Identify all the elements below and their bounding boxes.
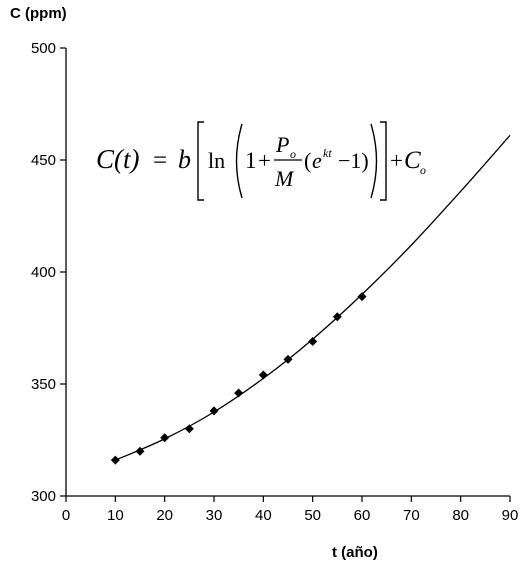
x-tick-label: 10 [107,507,124,524]
formula-plus: + [258,148,271,173]
formula-paren-right [370,123,378,199]
x-axis-title: t (año) [332,544,378,561]
y-tick-label: 500 [31,40,56,57]
x-tick-label: 20 [156,507,173,524]
formula-paren-left [235,123,243,199]
data-point [283,354,293,364]
y-tick-label: 400 [31,264,56,281]
x-tick-label: 40 [255,507,272,524]
data-point [357,292,367,302]
formula-open-paren: ( [304,148,311,173]
x-tick-label: 70 [403,507,420,524]
fit-curve [115,134,511,461]
x-tick-label: 90 [502,507,519,524]
data-point [308,336,318,346]
x-tick-label: 60 [354,507,371,524]
formula-lhs: C(t) [96,144,140,174]
formula-exponent: kt [323,146,332,160]
formula-annotation: C(t) = b ln 1 + P o M ( e kt −1) + C o [96,121,426,201]
formula-b: b [178,145,191,174]
formula-c-sub: o [420,163,426,177]
data-point [258,370,268,380]
data-points [110,292,367,465]
formula-equals: = [153,147,167,174]
formula-e: e [312,148,322,173]
x-ticks: 0 10 20 30 40 50 60 70 80 90 [62,496,519,524]
formula-c: C [404,147,421,174]
x-tick-label: 0 [62,507,70,524]
y-tick-label: 450 [31,152,56,169]
formula-numerator: P [275,132,289,157]
x-tick-label: 80 [452,507,469,524]
data-point [184,424,194,434]
y-axis-title: C (ppm) [10,5,67,22]
formula-one: 1 [245,148,257,173]
data-point [234,388,244,398]
formula-minus-one: −1) [338,148,369,173]
formula-plus-c: + [390,148,403,173]
y-tick-label: 350 [31,376,56,393]
formula-bracket-left [197,121,204,201]
y-ticks: 300 350 400 450 500 [31,40,66,505]
formula-ln: ln [208,148,225,173]
formula-denominator: M [274,166,295,191]
x-tick-label: 30 [206,507,223,524]
x-tick-label: 50 [304,507,321,524]
y-tick-label: 300 [31,488,56,505]
formula-numerator-sub: o [290,147,296,161]
data-point [135,446,145,456]
data-point [332,312,342,322]
data-point [110,455,120,465]
formula-bracket-right [380,121,387,201]
data-point [209,406,219,416]
data-point [160,433,170,443]
